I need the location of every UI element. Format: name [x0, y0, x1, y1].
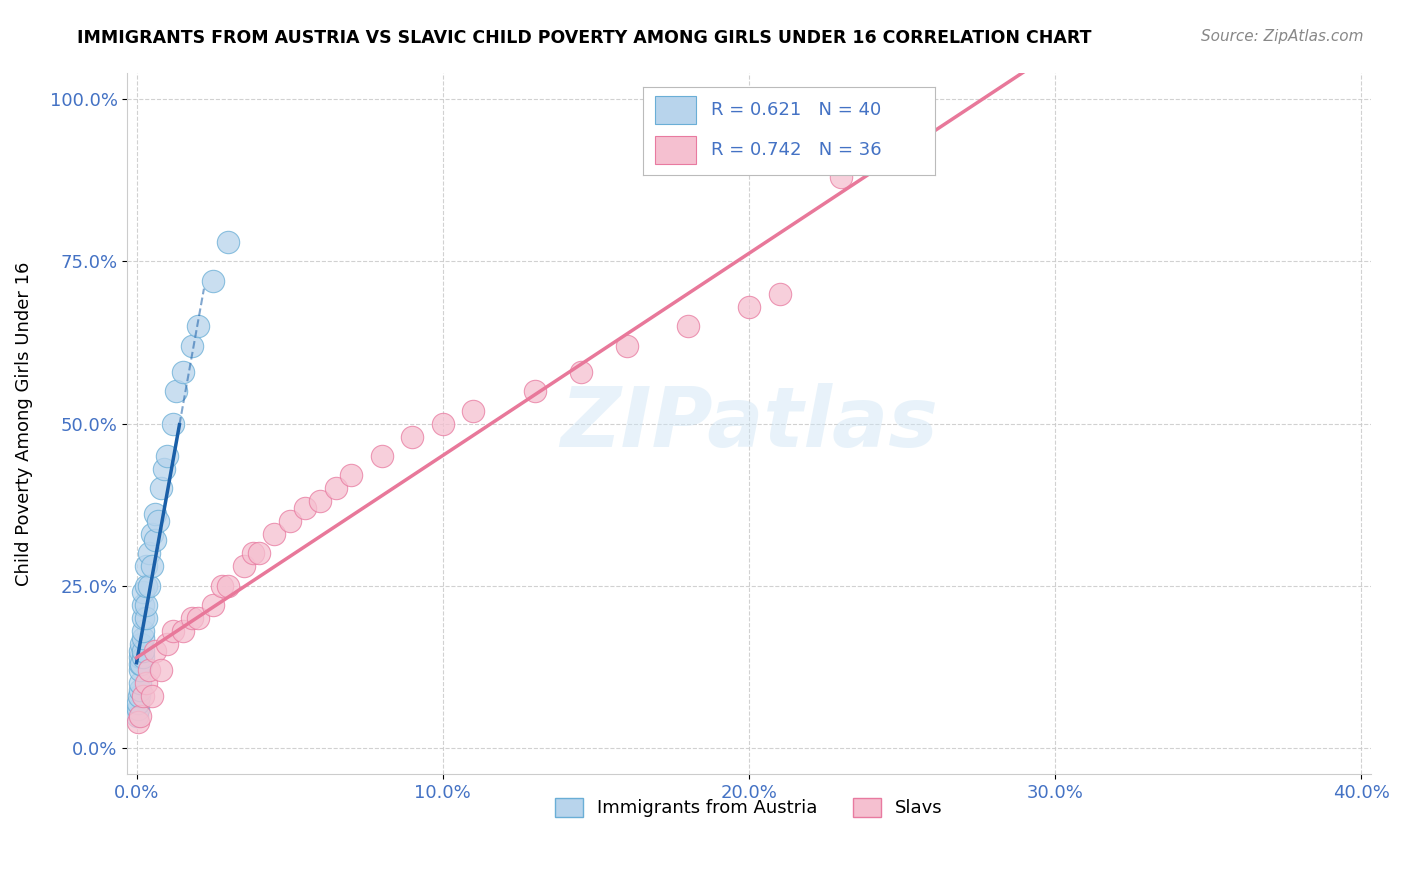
Point: [135, 611, 157, 625]
Point: [172, 624, 194, 639]
Point: [128, 682, 150, 697]
Point: [247, 546, 270, 560]
Point: [325, 482, 347, 496]
Point: [141, 527, 163, 541]
Point: [143, 508, 166, 522]
Point: [141, 690, 163, 704]
Point: [141, 559, 163, 574]
Point: [370, 449, 392, 463]
Point: [127, 696, 149, 710]
Point: [131, 599, 153, 613]
Point: [187, 319, 209, 334]
Point: [676, 319, 699, 334]
Point: [146, 514, 169, 528]
Point: [135, 579, 157, 593]
Point: [217, 579, 239, 593]
Point: [162, 417, 184, 431]
Point: [830, 169, 852, 184]
Point: [569, 365, 592, 379]
Point: [156, 449, 179, 463]
Point: [135, 676, 157, 690]
Point: [738, 300, 761, 314]
Point: [150, 482, 173, 496]
Text: ZIPatlas: ZIPatlas: [560, 383, 938, 464]
Text: IMMIGRANTS FROM AUSTRIA VS SLAVIC CHILD POVERTY AMONG GIRLS UNDER 16 CORRELATION: IMMIGRANTS FROM AUSTRIA VS SLAVIC CHILD …: [77, 29, 1092, 46]
Point: [616, 338, 638, 352]
Point: [128, 663, 150, 677]
Point: [180, 611, 202, 625]
Point: [138, 663, 160, 677]
Point: [143, 644, 166, 658]
Point: [263, 527, 285, 541]
Point: [128, 708, 150, 723]
Point: [135, 599, 157, 613]
Point: [135, 559, 157, 574]
Point: [523, 384, 546, 398]
Point: [138, 579, 160, 593]
Point: [127, 708, 149, 723]
Point: [143, 533, 166, 548]
Point: [150, 663, 173, 677]
Point: [129, 637, 152, 651]
Point: [153, 462, 176, 476]
Text: Source: ZipAtlas.com: Source: ZipAtlas.com: [1201, 29, 1364, 44]
Point: [180, 338, 202, 352]
Point: [128, 676, 150, 690]
Y-axis label: Child Poverty Among Girls Under 16: Child Poverty Among Girls Under 16: [15, 261, 32, 586]
Point: [463, 403, 485, 417]
Point: [131, 624, 153, 639]
Point: [202, 274, 225, 288]
Point: [187, 611, 209, 625]
Point: [278, 514, 301, 528]
Point: [432, 417, 454, 431]
Point: [309, 494, 332, 508]
Point: [131, 650, 153, 665]
Point: [768, 286, 790, 301]
Point: [232, 559, 254, 574]
Point: [131, 611, 153, 625]
Point: [138, 546, 160, 560]
Point: [401, 429, 423, 443]
Point: [242, 546, 264, 560]
Point: [211, 579, 233, 593]
Point: [128, 650, 150, 665]
Point: [129, 644, 152, 658]
Point: [162, 624, 184, 639]
Point: [172, 365, 194, 379]
Point: [131, 644, 153, 658]
Point: [202, 599, 225, 613]
Point: [156, 637, 179, 651]
Point: [294, 500, 316, 515]
Point: [127, 702, 149, 716]
Point: [127, 715, 149, 730]
Point: [131, 631, 153, 645]
Point: [340, 468, 363, 483]
Point: [165, 384, 187, 398]
Point: [128, 690, 150, 704]
Point: [217, 235, 239, 249]
Point: [129, 657, 152, 671]
Legend: Immigrants from Austria, Slavs: Immigrants from Austria, Slavs: [548, 791, 950, 825]
Point: [131, 690, 153, 704]
Point: [128, 657, 150, 671]
Point: [131, 585, 153, 599]
